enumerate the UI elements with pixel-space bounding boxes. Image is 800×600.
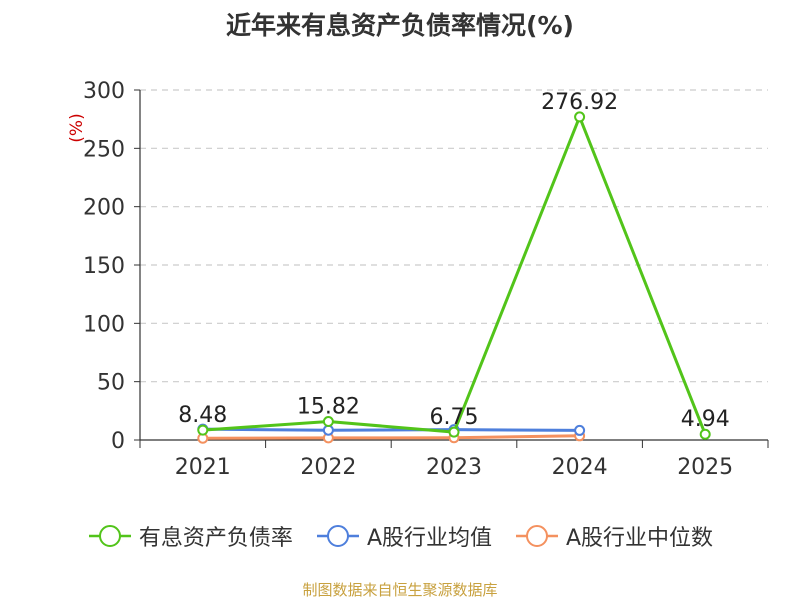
legend-circle bbox=[98, 525, 121, 547]
data-label: 15.82 bbox=[297, 395, 360, 420]
data-label: 6.75 bbox=[430, 405, 479, 430]
y-tick-label: 150 bbox=[83, 254, 125, 279]
series-3 bbox=[197, 430, 586, 444]
legend-label: 有息资产负债率 bbox=[138, 526, 293, 551]
x-tick-label: 2025 bbox=[677, 455, 733, 480]
data-label: 8.48 bbox=[178, 403, 227, 428]
legend-circle bbox=[526, 525, 548, 547]
legend: 有息资产负债率 A股行业均值 A股行业中位数 bbox=[0, 518, 800, 554]
data-point bbox=[574, 424, 586, 436]
y-tick-label: 250 bbox=[83, 137, 125, 162]
data-point bbox=[197, 424, 209, 436]
data-point bbox=[322, 424, 334, 436]
series-layer bbox=[197, 111, 711, 444]
data-point bbox=[699, 428, 711, 440]
legend-item-1[interactable]: 有息资产负债率 bbox=[87, 520, 293, 552]
data-label: 276.92 bbox=[541, 90, 618, 115]
x-tick-label: 2023 bbox=[426, 455, 482, 480]
source-note: 制图数据来自恒生聚源数据库 bbox=[302, 581, 498, 599]
y-tick-label: 100 bbox=[83, 312, 125, 337]
legend-marker-icon bbox=[316, 525, 359, 547]
series-1 bbox=[197, 111, 711, 440]
series-line bbox=[202, 434, 580, 440]
y-tick-label: 0 bbox=[111, 429, 125, 454]
x-tick-label: 2024 bbox=[552, 455, 608, 480]
y-tick-label: 50 bbox=[97, 371, 125, 396]
legend-item-3[interactable]: A股行业中位数 bbox=[514, 520, 713, 552]
axes: 0 50 100 150 200 250 300 2021 2022 2023 2024 2025 (%… bbox=[67, 79, 769, 480]
data-labels: 8.48 15.82 6.75 276.92 4.94 bbox=[178, 90, 729, 432]
x-tick-label: 2021 bbox=[175, 455, 231, 480]
legend-label: A股行业中位数 bbox=[566, 526, 714, 551]
grid-lines bbox=[140, 89, 768, 383]
legend-label: A股行业均值 bbox=[366, 526, 492, 551]
legend-marker-icon bbox=[516, 525, 558, 547]
y-axis-label: (%) bbox=[67, 113, 87, 142]
x-tick-label: 2022 bbox=[300, 455, 356, 480]
data-point bbox=[574, 111, 586, 123]
series-line bbox=[202, 427, 580, 432]
legend-item-2[interactable]: A股行业均值 bbox=[315, 520, 492, 552]
y-tick-label: 200 bbox=[83, 196, 125, 221]
y-tick-label: 300 bbox=[83, 79, 125, 104]
series-line bbox=[202, 115, 707, 435]
legend-circle bbox=[326, 525, 349, 547]
data-point bbox=[448, 426, 460, 438]
data-label: 4.94 bbox=[681, 407, 730, 432]
data-point bbox=[322, 416, 334, 428]
chart-title: 近年来有息资产负债率情况(%) bbox=[226, 11, 574, 40]
legend-marker-icon bbox=[88, 525, 131, 547]
